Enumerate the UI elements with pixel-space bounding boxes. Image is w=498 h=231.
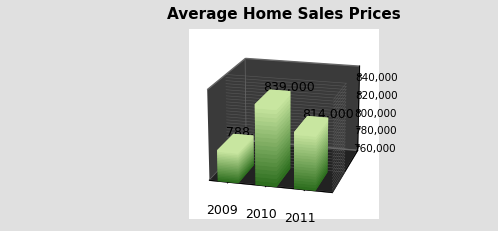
- Title: Average Home Sales Prices: Average Home Sales Prices: [167, 7, 401, 22]
